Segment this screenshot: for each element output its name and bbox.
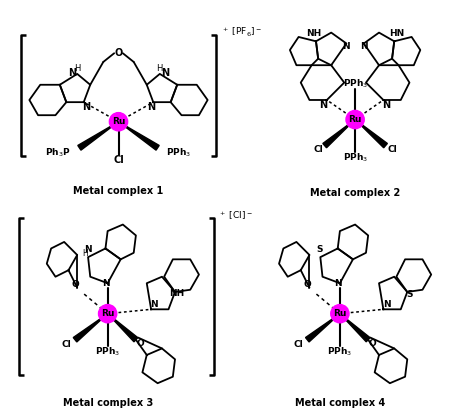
Text: $^+$ [Cl]$^-$: $^+$ [Cl]$^-$ [219,210,253,222]
Text: O: O [369,339,376,347]
Text: N: N [68,68,76,78]
Text: N: N [334,279,342,288]
Text: PPh$_3$: PPh$_3$ [343,151,368,164]
Text: N: N [101,279,109,288]
Text: O: O [114,48,123,58]
Text: N: N [147,102,155,112]
Polygon shape [306,314,340,342]
Text: PPh$_3$: PPh$_3$ [95,345,120,358]
Text: Metal complex 3: Metal complex 3 [63,398,153,408]
Text: NH: NH [306,29,321,38]
Polygon shape [323,120,355,148]
Circle shape [346,110,364,129]
Polygon shape [108,314,138,342]
Circle shape [331,305,349,323]
Text: N: N [383,100,391,110]
Text: Metal complex 4: Metal complex 4 [295,398,385,408]
Text: Metal complex 1: Metal complex 1 [73,186,164,196]
Text: N: N [84,245,92,254]
Text: S: S [406,290,413,298]
Text: Ru: Ru [112,117,125,126]
Circle shape [109,112,128,131]
Polygon shape [73,314,108,342]
Text: PPh$_3$: PPh$_3$ [328,345,353,358]
Text: PPh$_3$: PPh$_3$ [166,147,191,160]
Text: N: N [161,68,169,78]
Text: S: S [316,245,322,254]
Text: Ph$_3$P: Ph$_3$P [45,147,71,160]
Text: Cl: Cl [294,339,303,349]
Text: Ru: Ru [333,309,346,318]
Text: PPh$_3$: PPh$_3$ [343,77,368,90]
Text: Metal complex 2: Metal complex 2 [310,189,400,199]
Text: Cl: Cl [313,145,323,155]
Text: O: O [303,280,311,289]
Text: H: H [74,64,81,73]
Polygon shape [78,122,118,150]
Circle shape [99,305,117,323]
Text: N: N [383,301,391,309]
Text: Ru: Ru [101,309,114,318]
Text: Ru: Ru [348,115,362,124]
Text: HN: HN [389,29,404,38]
Text: N: N [151,301,158,309]
Text: Cl: Cl [387,145,397,155]
Text: NH: NH [170,288,185,298]
Polygon shape [340,314,370,342]
Polygon shape [118,122,159,150]
Text: Cl: Cl [62,339,71,349]
Text: O: O [137,339,144,347]
Polygon shape [355,120,387,148]
Text: Cl: Cl [113,155,124,165]
Text: N: N [82,102,90,112]
Text: N: N [360,42,368,51]
Text: H: H [82,250,88,258]
Text: N: N [319,100,328,110]
Text: O: O [71,280,79,289]
Text: $^+$ [PF$_6$]$^-$: $^+$ [PF$_6$]$^-$ [221,26,262,39]
Text: H: H [156,64,163,73]
Text: N: N [343,42,350,51]
